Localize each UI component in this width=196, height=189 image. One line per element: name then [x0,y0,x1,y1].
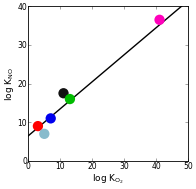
Point [36,125,39,128]
Point [62,92,65,95]
Point [49,117,52,120]
Point [68,98,72,101]
Point [43,132,46,135]
X-axis label: log K$_\mathregular{O_2}$: log K$_\mathregular{O_2}$ [92,173,124,186]
Point [158,18,161,21]
Y-axis label: log K$_\mathregular{NO}$: log K$_\mathregular{NO}$ [3,67,16,101]
